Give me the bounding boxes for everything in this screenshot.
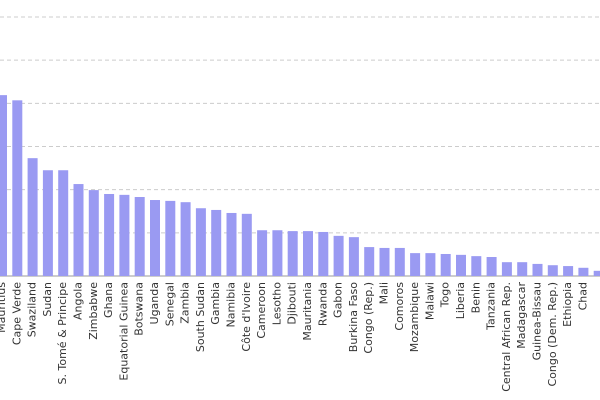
bar <box>532 263 543 276</box>
x-tick-label: South Sudan <box>194 282 207 352</box>
bar <box>425 253 436 276</box>
bar <box>456 254 466 276</box>
bar <box>348 237 359 276</box>
bar <box>486 257 497 276</box>
x-tick-label: Togo <box>439 282 452 309</box>
bar <box>195 208 206 276</box>
x-tick-label: Congo (Rep.) <box>362 282 375 354</box>
x-tick-label: Mozambique <box>408 282 421 352</box>
bar <box>12 100 23 276</box>
x-tick-label: Cameroon <box>255 282 268 339</box>
x-tick-label: Zimbabwe <box>87 282 100 340</box>
bar <box>150 200 160 276</box>
bar <box>134 197 145 276</box>
x-tick-label: Comoros <box>393 282 406 331</box>
x-tick-label: Djibouti <box>286 282 299 325</box>
bar <box>410 253 421 276</box>
x-tick-label: Angola <box>72 282 85 320</box>
x-tick-label: Benin <box>469 282 482 313</box>
x-tick-label: Gabon <box>332 282 345 318</box>
x-tick-label: Mauritius <box>0 282 8 333</box>
bar <box>165 200 176 276</box>
bar <box>241 213 252 276</box>
bar <box>578 267 589 276</box>
bar <box>287 231 298 276</box>
bar <box>27 158 38 276</box>
x-tick-label: Equatorial Guinea <box>117 282 130 381</box>
bar <box>211 209 222 276</box>
bar <box>272 230 283 276</box>
x-tick-label: Namibia <box>225 282 238 328</box>
x-tick-label: Zambia <box>179 282 192 324</box>
x-tick-label: S. Tomé & Principe <box>56 282 69 385</box>
x-tick-label: Tanzania <box>485 282 498 331</box>
bar <box>303 231 313 276</box>
bar <box>547 265 558 276</box>
x-tick-label: Guinea-Bissau <box>531 282 544 360</box>
x-tick-label: Liberia <box>454 282 467 319</box>
bar <box>364 247 375 276</box>
bar <box>180 202 191 276</box>
bar <box>517 262 528 276</box>
bar <box>379 247 390 276</box>
bar <box>58 170 69 276</box>
x-tick-label: Cape Verde <box>10 282 23 345</box>
x-tick-label: Sudan <box>41 282 54 317</box>
x-tick-label: Malawi <box>423 282 436 320</box>
bar <box>333 235 344 276</box>
bar <box>593 270 600 276</box>
bar <box>226 212 237 276</box>
bar <box>471 256 482 276</box>
x-tick-label: Lesotho <box>270 282 283 325</box>
bar <box>501 262 512 276</box>
x-tick-label: Gambia <box>209 282 222 325</box>
x-tick-label: Ghana <box>102 282 115 318</box>
bar <box>318 231 329 276</box>
x-tick-label: Mauritania <box>301 282 314 341</box>
x-tick-label: Burkina Faso <box>347 282 360 352</box>
x-tick-label: Swaziland <box>26 282 39 337</box>
bar <box>42 170 53 276</box>
x-tick-label: Uganda <box>148 282 161 324</box>
x-tick-label: Côte d'Ivoire <box>240 282 253 352</box>
bar <box>394 247 405 276</box>
bar <box>119 194 130 276</box>
bar <box>563 266 574 276</box>
x-tick-label: Central African Rep. <box>500 282 513 392</box>
x-tick-label: Mali <box>378 282 391 304</box>
bar <box>440 253 451 276</box>
bar <box>104 193 115 276</box>
bar <box>0 95 7 276</box>
x-tick-label: Ethiopia <box>561 282 574 327</box>
bar <box>73 184 84 276</box>
bar <box>257 230 268 276</box>
x-tick-label: Senegal <box>163 282 176 326</box>
x-tick-label: Rwanda <box>316 282 329 326</box>
x-tick-label: Madagascar <box>515 282 528 349</box>
bar <box>88 190 99 276</box>
x-tick-label: Chad <box>576 282 589 310</box>
x-tick-label: Botswana <box>133 282 146 336</box>
x-tick-label: Congo (Dem. Rep.) <box>546 282 559 387</box>
